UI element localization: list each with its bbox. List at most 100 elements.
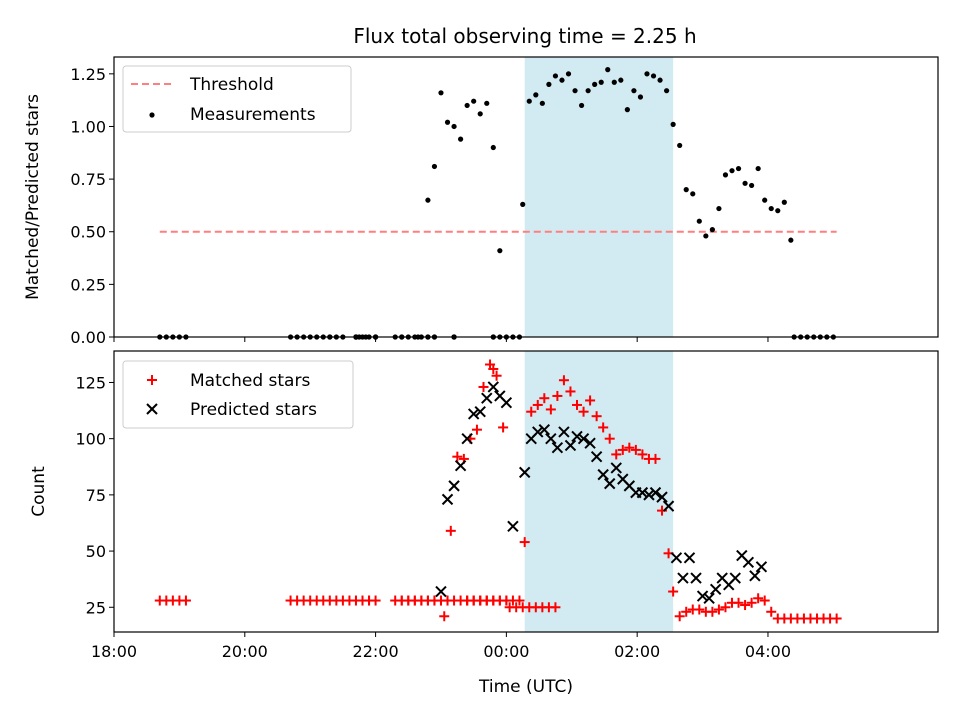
measurement-point [709,227,715,233]
matched-star-point [598,422,609,433]
y-tick-label: 0.75 [70,170,106,189]
bottom-axes-frame [113,350,939,633]
top-legend: Threshold Measurements [122,65,352,133]
matched-star-point [364,595,375,606]
predicted-star-point [487,381,500,393]
measurement-point [598,79,604,85]
measurement-point [637,94,644,100]
matched-star-point [439,611,450,622]
matched-star-point [624,442,635,453]
matched-star-point [445,525,456,536]
measurement-point [484,100,490,106]
predicted-star-point [643,489,655,501]
measurement-point [755,165,761,172]
matched-star-point [532,399,543,410]
measurement-point [572,88,578,94]
measurement-point [644,71,650,77]
measurement-point [788,237,794,243]
top-y-axis-label: Matched/Predicted stars [23,94,43,300]
matched-star-point [759,595,770,606]
matched-star-point [478,381,489,392]
predicted-star-point [709,583,722,595]
matched-star-point [558,375,569,386]
predicted-star-point [590,450,603,463]
predicted-star-point [551,441,564,454]
predicted-star-point [729,572,741,584]
matched-star-point [733,597,744,608]
predicted-star-point [690,572,702,584]
legend-measurements-swatch [149,112,155,118]
matched-star-point [766,606,777,617]
predicted-star-point [571,430,583,443]
matched-star-point [617,444,628,455]
measurement-point [444,119,451,125]
y-tick-label: 100 [75,430,106,449]
matched-star-point [694,604,705,615]
matched-star-point [611,449,622,460]
matched-star-point [526,406,537,417]
legend-predicted-label: Predicted stars [190,400,317,420]
matched-star-point [572,399,583,410]
measurement-point [431,163,438,170]
measurement-point [552,73,559,79]
x-tick-label: 18:00 [91,642,137,661]
measurement-point [729,168,735,174]
y-tick-label: 50 [86,542,106,561]
predicted-star-point [507,520,519,533]
matched-star-point [452,451,463,462]
matched-star-point [637,449,648,460]
legend-predicted-swatch [146,403,158,415]
measurement-point [664,88,670,94]
measurement-point [762,197,768,203]
matched-star-point [707,606,718,617]
measurement-point [471,98,477,104]
measurement-point [539,100,545,106]
bottom-legend-box [122,360,354,429]
top-panel: 0.00 0.25 0.50 0.75 1.00 1.25 Matched/Predict… [23,56,939,347]
measurement-point [451,123,457,130]
predicted-star-point [604,477,616,490]
measurement-point [775,208,781,214]
measurement-point [526,98,532,104]
bottom-x-ticks: 18:00 20:00 22:00 00:00 02:00 04:00 [91,632,791,661]
predicted-star-point [636,486,649,499]
top-axes-frame [113,56,939,338]
bottom-panel: 25 50 75 100 125 18:00 20:00 22:00 00:00 02:00 04… [29,350,939,697]
x-tick-label: 22:00 [353,642,399,661]
predicted-star-point [545,432,557,445]
predicted-star-point [538,423,551,436]
measurement-point [781,199,787,205]
matched-star-point [585,395,596,406]
matched-star-point [746,597,757,608]
matched-star-point [491,370,502,381]
legend-matched-swatch [147,375,157,385]
x-tick-label: 20:00 [222,642,268,661]
predicted-star-point [610,462,622,474]
matched-star-point [545,404,556,415]
measurement-point [657,77,663,83]
predicted-star-point [564,439,577,452]
matched-star-point [604,433,615,444]
matched-star-point [740,600,751,611]
predicted-star-point [577,432,590,445]
measurement-point [735,165,742,172]
matched-star-point [753,593,764,604]
predicted-star-point [677,572,689,584]
measurement-point [683,187,689,193]
measurement-point [438,90,444,96]
predicted-star-point [696,590,709,602]
matched-star-point [552,390,563,401]
predicted-star-point [597,468,609,481]
matched-star-point [519,537,530,548]
bottom-legend: Matched stars Predicted stars [122,360,354,429]
predicted-star-point [749,570,761,582]
matched-star-point [650,453,661,464]
y-tick-label: 125 [75,373,106,392]
measurement-point [768,205,774,212]
top-x-ticks [113,337,769,342]
matched-star-point [831,613,842,624]
predicted-star-point [500,396,513,409]
measurement-point [716,205,722,212]
matched-star-point [488,595,499,606]
matched-star-point [713,604,724,615]
